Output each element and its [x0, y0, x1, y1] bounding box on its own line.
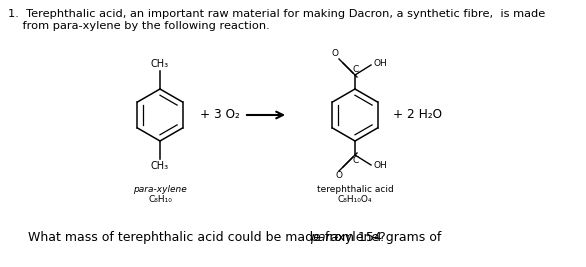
Text: + 2 H₂O: + 2 H₂O [393, 108, 442, 121]
Text: O: O [331, 49, 338, 58]
Text: C₈H₁₀O₄: C₈H₁₀O₄ [338, 195, 372, 204]
Text: para: para [310, 230, 338, 244]
Text: C: C [353, 156, 359, 165]
Text: + 3 O₂: + 3 O₂ [200, 108, 240, 121]
Text: C: C [353, 65, 359, 74]
Text: para-xylene: para-xylene [133, 185, 187, 194]
Text: CH₃: CH₃ [151, 59, 169, 69]
Text: C₈H₁₀: C₈H₁₀ [148, 195, 172, 204]
Text: CH₃: CH₃ [151, 161, 169, 171]
Text: 1.  Terephthalic acid, an important raw material for making Dacron, a synthetic : 1. Terephthalic acid, an important raw m… [8, 9, 545, 19]
Text: O: O [336, 171, 342, 180]
Text: from para-xylene by the following reaction.: from para-xylene by the following reacti… [8, 21, 270, 31]
Text: OH: OH [373, 162, 387, 171]
Text: terephthalic acid: terephthalic acid [316, 185, 393, 194]
Text: -xylene?: -xylene? [333, 230, 386, 244]
Text: OH: OH [373, 60, 387, 69]
Text: What mass of terephthalic acid could be made from 154 grams of: What mass of terephthalic acid could be … [28, 230, 445, 244]
